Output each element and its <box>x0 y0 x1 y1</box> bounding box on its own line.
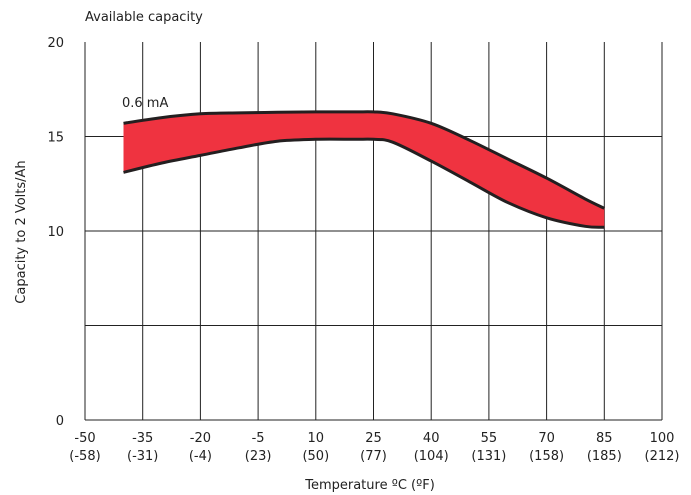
x-tick-celsius: -35 <box>132 431 153 446</box>
upper-curve <box>123 110 605 210</box>
chart-title: Available capacity <box>85 10 203 25</box>
y-tick-label: 20 <box>47 36 64 51</box>
x-tick-fahrenheit: (185) <box>587 449 622 464</box>
band-label: 0.6 mA <box>122 96 168 111</box>
x-tick-celsius: -20 <box>190 431 211 446</box>
x-axis-label: Temperature ºC (ºF) <box>304 478 435 493</box>
y-tick-label: 10 <box>47 225 64 240</box>
x-tick-fahrenheit: (77) <box>360 449 387 464</box>
x-tick-celsius: 40 <box>423 431 440 446</box>
x-tick-fahrenheit: (131) <box>471 449 506 464</box>
axes <box>84 42 662 421</box>
x-tick-celsius: 70 <box>538 431 555 446</box>
x-tick-celsius: 55 <box>481 431 498 446</box>
capacity-band <box>123 110 605 229</box>
y-tick-labels: 0 10 15 20 <box>47 36 64 429</box>
x-tick-celsius: 100 <box>650 431 675 446</box>
band-fill <box>123 111 605 228</box>
x-tick-fahrenheit: (23) <box>245 449 272 464</box>
x-tick-fahrenheit: (-58) <box>69 449 100 464</box>
grid <box>84 42 663 420</box>
x-tick-celsius: -50 <box>74 431 95 446</box>
x-tick-fahrenheit: (-31) <box>127 449 158 464</box>
y-axis-label: Capacity to 2 Volts/Ah <box>14 160 29 303</box>
x-tick-celsius: -5 <box>252 431 265 446</box>
x-tick-celsius: 25 <box>365 431 382 446</box>
x-tick-celsius: 85 <box>596 431 613 446</box>
x-tick-celsius: 10 <box>308 431 325 446</box>
x-tick-fahrenheit: (158) <box>529 449 564 464</box>
y-tick-label: 15 <box>47 131 64 146</box>
x-tick-fahrenheit: (50) <box>302 449 329 464</box>
x-tick-labels: -50 (-58) -35 (-31) -20 (-4) -5 (23) 10 (50) 25 (77… <box>69 431 679 464</box>
y-tick-label: 0 <box>56 414 64 429</box>
x-tick-fahrenheit: (212) <box>645 449 680 464</box>
lower-curve <box>123 137 605 229</box>
x-tick-fahrenheit: (-4) <box>189 449 212 464</box>
x-tick-fahrenheit: (104) <box>414 449 449 464</box>
